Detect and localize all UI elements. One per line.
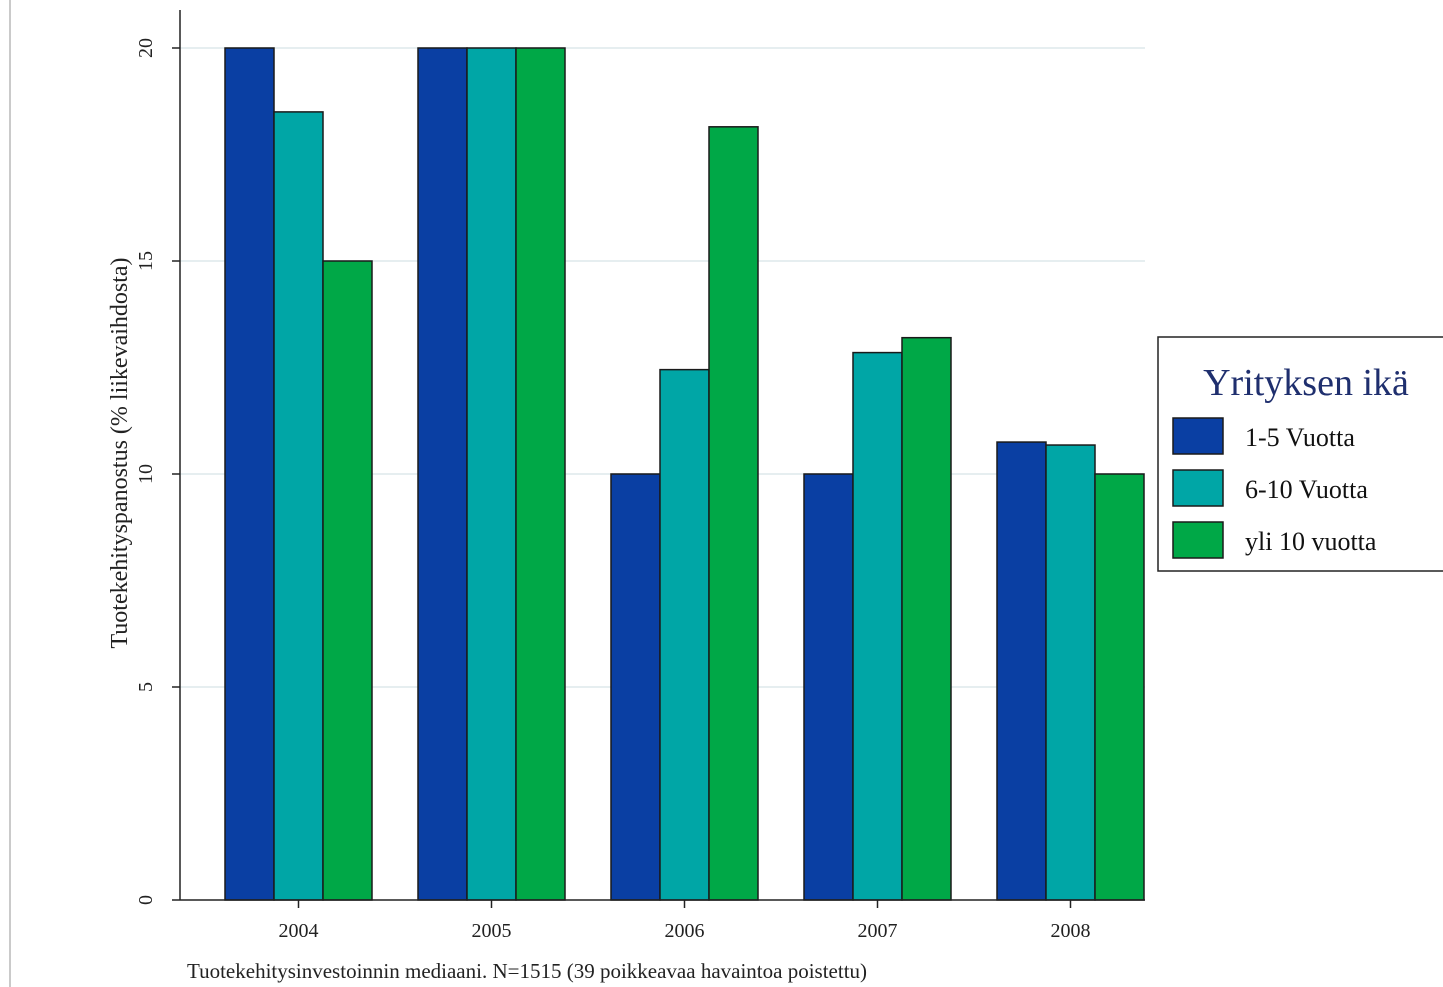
y-tick-label: 20 (135, 38, 157, 58)
x-tick-labels: 2004 2005 2006 2007 2008 (279, 920, 1091, 942)
y-axis-label: Tuotekehityspanostus (% liikevaihdosta) (107, 257, 133, 648)
y-tick-label: 0 (135, 895, 157, 905)
legend-title: Yrityksen ikä (1203, 362, 1409, 404)
bar-2008-2 (1094, 473, 1145, 901)
bar-2004-1 (273, 111, 324, 901)
bar-2008-0 (996, 441, 1047, 901)
bar-2005-1 (466, 47, 517, 901)
bar-2008-1 (1045, 444, 1096, 901)
legend-swatch (1172, 417, 1224, 455)
y-tick-labels: 0 5 10 15 20 (135, 38, 157, 905)
x-tick-label: 2005 (472, 920, 512, 942)
y-tick-label: 10 (135, 464, 157, 484)
x-tick-label: 2004 (279, 920, 319, 942)
y-tick-label: 15 (135, 251, 157, 271)
bar-2005-0 (417, 47, 468, 901)
x-tick-label: 2006 (665, 920, 705, 942)
bar-2007-1 (852, 351, 903, 901)
bar-2006-2 (708, 126, 759, 901)
bars (224, 47, 1145, 901)
bar-2007-2 (901, 336, 952, 901)
bar-2007-0 (803, 473, 854, 901)
legend-swatch (1172, 521, 1224, 559)
bar-2004-0 (224, 47, 275, 901)
chart-note: Tuotekehitysinvestoinnin mediaani. N=151… (187, 959, 867, 983)
legend-label: yli 10 vuotta (1245, 527, 1377, 556)
bar-2006-1 (659, 368, 710, 901)
legend-label: 1-5 Vuotta (1245, 423, 1355, 452)
x-tick-label: 2007 (858, 920, 898, 942)
bar-2005-2 (515, 47, 566, 901)
bar-2004-2 (322, 260, 373, 901)
x-tick-label: 2008 (1051, 920, 1091, 942)
y-tick-label: 5 (135, 682, 157, 692)
legend-items: 1-5 Vuotta 6-10 Vuotta yli 10 vuotta (1172, 417, 1377, 559)
bar-2006-0 (610, 473, 661, 901)
legend-swatch (1172, 469, 1224, 507)
axes (172, 10, 1145, 908)
legend-label: 6-10 Vuotta (1245, 475, 1368, 504)
legend: Yrityksen ikä 1-5 Vuotta 6-10 Vuotta yli 1… (1157, 336, 1443, 572)
